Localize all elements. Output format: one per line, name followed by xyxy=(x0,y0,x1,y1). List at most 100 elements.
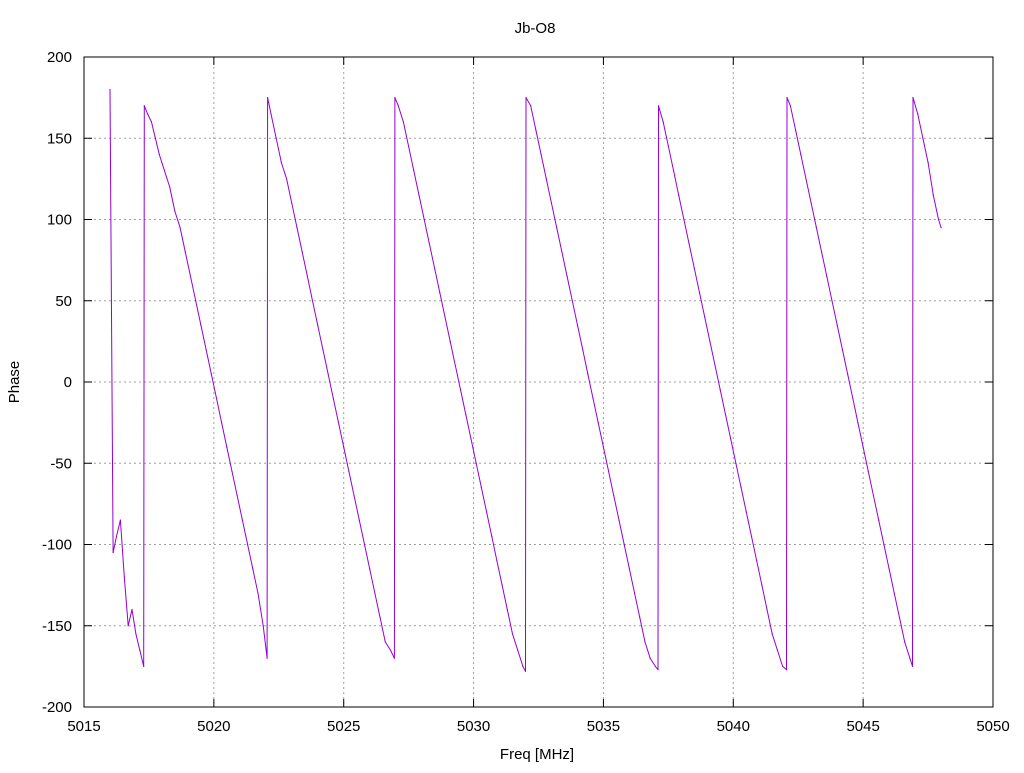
y-axis-label: Phase xyxy=(6,361,23,404)
phase-data-point xyxy=(623,543,625,546)
phase-data-point xyxy=(940,227,942,229)
phase-data-point xyxy=(511,633,514,635)
phase-data-point xyxy=(639,617,641,619)
phase-data-point xyxy=(654,665,657,668)
phase-data-point xyxy=(241,519,243,521)
y-tick-label: 100 xyxy=(47,212,72,229)
x-axis-label: Freq [MHz] xyxy=(500,746,574,763)
phase-data-point xyxy=(522,665,524,668)
phase-data-point xyxy=(756,560,758,562)
phase-data-point xyxy=(634,592,636,594)
phase-data-point xyxy=(602,446,605,448)
phase-data-point xyxy=(566,275,568,277)
phase-data-point xyxy=(262,625,264,627)
phase-data-point xyxy=(195,300,197,302)
phase-data-point xyxy=(649,657,651,659)
phase-data-point xyxy=(174,210,176,212)
phase-data-point xyxy=(393,657,395,659)
phase-data-point xyxy=(937,218,940,221)
phase-data-point xyxy=(374,592,376,594)
phase-data-point xyxy=(883,543,885,546)
phase-data-point xyxy=(226,446,228,448)
x-tick-label: 5015 xyxy=(67,718,100,735)
x-tick-label: 5045 xyxy=(846,718,879,735)
phase-data-point xyxy=(231,470,233,472)
phase-data-point xyxy=(644,641,646,643)
phase-data-point xyxy=(628,568,631,570)
phase-data-point xyxy=(826,275,828,277)
phase-data-point xyxy=(841,348,844,351)
phase-data-point xyxy=(327,373,329,375)
phase-data-point xyxy=(545,178,547,180)
phase-data-point xyxy=(131,608,133,611)
y-tick-label: -150 xyxy=(42,618,72,635)
phase-data-point xyxy=(867,470,869,472)
phase-data-point xyxy=(872,495,875,497)
x-tick-label: 5050 xyxy=(976,718,1009,735)
phase-data-point xyxy=(735,462,737,464)
phase-data-point xyxy=(291,202,293,204)
phase-data-point xyxy=(678,194,680,196)
phase-data-point xyxy=(740,487,742,489)
phase-data-point xyxy=(688,243,690,245)
phase-data-point xyxy=(449,340,451,342)
phase-data-point xyxy=(397,105,399,107)
phase-data-point xyxy=(322,348,324,351)
phase-data-point xyxy=(270,113,272,115)
phase-data-point xyxy=(911,665,914,668)
phase-data-point xyxy=(771,633,773,635)
phase-data-point xyxy=(266,657,268,659)
phase-data-point xyxy=(408,145,410,147)
phase-data-point xyxy=(587,373,589,375)
phase-data-point xyxy=(927,162,929,164)
phase-data-point xyxy=(394,97,396,99)
phase-data-point xyxy=(275,137,277,139)
phase-data-point xyxy=(608,470,610,472)
phase-data-point xyxy=(348,470,350,472)
phase-data-point xyxy=(286,178,288,180)
y-tick-label: 150 xyxy=(47,130,72,147)
phase-data-point xyxy=(683,218,685,221)
phase-data-point xyxy=(143,105,145,107)
phase-data-point xyxy=(358,519,360,521)
phase-data-point xyxy=(836,324,838,326)
x-tick-label: 5030 xyxy=(457,718,490,735)
phase-data-point xyxy=(402,121,404,123)
y-tick-label: -100 xyxy=(42,537,72,554)
phase-data-point xyxy=(143,665,145,668)
phase-data-point xyxy=(693,267,695,269)
phase-data-point xyxy=(363,543,366,546)
phase-data-point xyxy=(470,438,472,440)
phase-data-point xyxy=(719,389,721,391)
phase-data-point xyxy=(821,251,823,253)
phase-data-point xyxy=(714,365,716,367)
phase-data-point xyxy=(862,446,864,448)
phase-data-point xyxy=(525,97,527,99)
phase-data-point xyxy=(657,105,660,107)
phase-data-point xyxy=(169,186,171,188)
phase-data-point xyxy=(189,275,192,277)
phase-data-point xyxy=(434,267,436,269)
phase-data-point xyxy=(150,121,153,123)
grid-layer xyxy=(84,57,993,707)
phase-data-point xyxy=(127,625,129,627)
phase-data-point xyxy=(810,202,812,204)
phase-data-point xyxy=(904,641,906,643)
phase-data-point xyxy=(353,495,355,497)
phase-data-point xyxy=(154,137,156,139)
phase-data-point xyxy=(878,519,880,521)
phase-data-point xyxy=(465,413,467,416)
phase-data-point xyxy=(480,487,482,489)
phase-data-point xyxy=(475,462,477,464)
phase-data-point xyxy=(673,170,675,172)
phase-data-point xyxy=(909,657,911,659)
phase-data-point xyxy=(517,649,519,651)
phase-data-point xyxy=(847,373,849,375)
phase-data-point xyxy=(571,300,573,302)
phase-data-point xyxy=(932,194,934,196)
phase-data-point xyxy=(496,560,498,562)
phase-data-point xyxy=(491,535,493,538)
phase-data-point xyxy=(730,438,732,440)
phase-data-point xyxy=(657,669,659,671)
